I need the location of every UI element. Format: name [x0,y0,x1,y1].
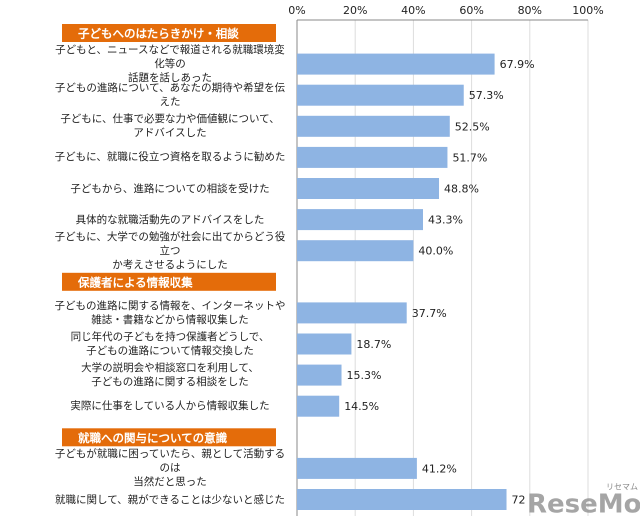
bar [297,84,464,106]
bar [297,457,417,479]
category-label: 子どもに、仕事で必要な力や価値観について、 アドバイスした [60,113,280,140]
section-header-box [62,24,276,42]
value-label: 72 [512,494,526,507]
bar [297,209,424,231]
bar [297,364,342,386]
x-tick-label: 100% [572,4,603,17]
bar [297,489,507,510]
section-header-box [62,428,276,447]
value-label: 52.5% [455,120,490,133]
x-tick-label: 20% [343,4,367,17]
section-header-box [62,272,276,291]
category-label: 子どもから、進路についての相談を受けた [70,182,270,195]
category-label: 大学の説明会や相談窓口を利用して、 子どもの進路に関する相談をした [81,362,259,389]
category-label: 子どもに、就職に役立つ資格を取るように勧めた [54,151,286,164]
value-label: 57.3% [469,89,504,102]
watermark-sub: リセマム [606,483,638,492]
watermark: ReseMom [527,490,640,520]
category-label: 就職に関して、親ができることは少ないと感じた [55,493,285,506]
bar [297,146,448,168]
value-label: 48.8% [444,183,479,196]
bar [297,302,407,324]
value-label: 67.9% [500,58,535,71]
value-label: 15.3% [347,369,382,382]
value-label: 41.2% [422,462,457,475]
value-label: 14.5% [344,400,379,413]
category-label: 子どもが就職に困っていたら、親として活動するのは 当然だと思った [54,448,286,489]
bar [297,178,440,199]
category-label: 実際に仕事をしている人から情報収集した [70,400,270,413]
category-label: 子どもの進路に関する情報を、インターネットや 雑誌・書籍などから情報収集した [54,299,286,326]
value-label: 43.3% [428,214,463,227]
section-header: 子どもへのはたらきかけ・相談 [78,27,239,41]
category-label: 子どもの進路について、あなたの期待や希望を伝えた [54,82,286,109]
section-header: 就職への関与についての意識 [78,431,228,445]
category-label: 同じ年代の子どもを持つ保護者どうしで、 子どもの進路について情報交換した [70,331,270,357]
x-tick-label: 40% [401,4,425,17]
bar [297,395,340,417]
category-label: 子どもに、大学での勉強が社会に出てからどう役立つ か考えさせるようにした [54,230,286,271]
bar [297,53,495,75]
bar [297,240,414,262]
category-label: 子どもと、ニュースなどで報道される就職環境変化等の 話題を話しあった [55,44,285,85]
x-tick-label: 0% [288,4,305,17]
value-label: 37.7% [412,307,447,320]
x-tick-label: 80% [518,4,542,17]
value-label: 51.7% [452,151,487,164]
category-label: 具体的な就職活動先のアドバイスをした [75,213,265,226]
section-header: 保護者による情報収集 [77,275,193,289]
bar [297,115,450,137]
value-label: 40.0% [418,245,453,258]
x-tick-label: 60% [459,4,483,17]
bar [297,333,352,355]
value-label: 18.7% [356,338,391,351]
